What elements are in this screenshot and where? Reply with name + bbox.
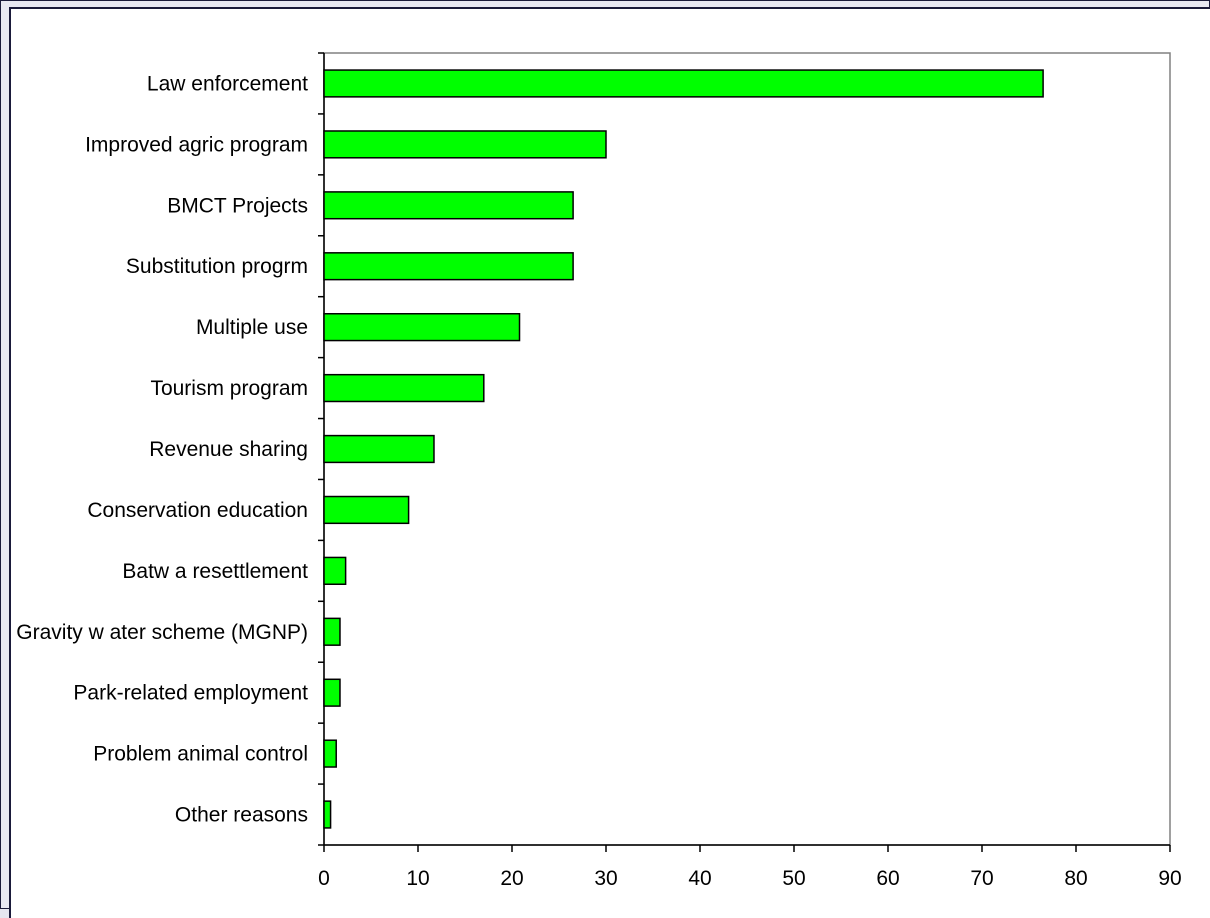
bars: [323, 69, 1044, 829]
category-label: Batw a resettlement: [122, 560, 308, 583]
category-label: Park-related employment: [73, 682, 308, 705]
plot-area: [323, 52, 1171, 846]
bar: [323, 313, 521, 342]
bar: [323, 373, 485, 403]
category-label: Tourism program: [150, 377, 308, 400]
x-tick-labels: 0 10 20 30 40 50 60 70 80 90: [318, 867, 1182, 890]
bar: [323, 739, 337, 768]
x-tick-label: 0: [318, 867, 330, 890]
bar: [323, 434, 435, 464]
category-label: Problem animal control: [93, 743, 308, 766]
bar: [323, 800, 332, 829]
category-label: Improved agric program: [85, 133, 308, 156]
category-label: BMCT Projects: [167, 194, 308, 217]
bar: [323, 69, 1044, 98]
bar: [323, 191, 574, 220]
category-label: Substitution progrm: [126, 255, 308, 278]
bar: [323, 678, 341, 707]
x-tick-label: 30: [594, 867, 617, 890]
x-tick-label: 20: [500, 867, 523, 890]
y-ticks: [318, 52, 324, 846]
category-label: Revenue sharing: [149, 438, 308, 461]
x-tick-label: 60: [876, 867, 899, 890]
x-tick-label: 10: [406, 867, 429, 890]
bar: [323, 252, 574, 281]
category-label: Law enforcement: [147, 72, 308, 95]
x-tick-label: 70: [970, 867, 993, 890]
bar: [323, 617, 341, 646]
x-tick-label: 40: [688, 867, 711, 890]
category-label: Multiple use: [196, 316, 308, 339]
bar: [323, 130, 607, 159]
category-label: Gravity w ater scheme (MGNP): [16, 621, 308, 644]
x-tick-label: 80: [1064, 867, 1087, 890]
category-labels: Law enforcement Improved agric program BMC…: [16, 72, 308, 826]
x-tick-label: 50: [782, 867, 805, 890]
bar: [323, 556, 347, 585]
x-tick-label: 90: [1158, 867, 1181, 890]
x-ticks: [323, 845, 1171, 852]
category-label: Conservation education: [87, 499, 308, 522]
bar: [323, 495, 410, 525]
category-label: Other reasons: [175, 804, 308, 827]
